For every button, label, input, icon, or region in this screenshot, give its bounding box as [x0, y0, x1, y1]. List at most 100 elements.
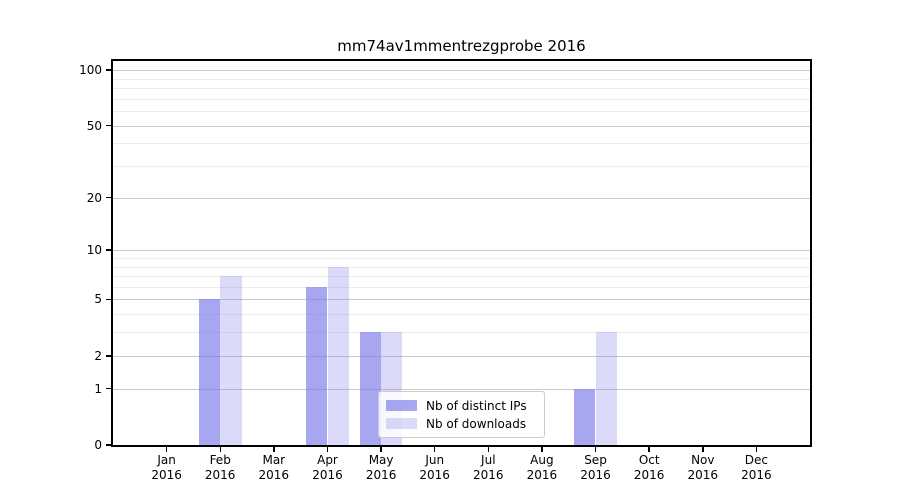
x-tick-label-month: Dec: [744, 453, 768, 467]
minor-gridline: [113, 111, 810, 112]
x-tick-label: Feb 2016: [192, 453, 248, 483]
x-tick-label: Nov 2016: [675, 453, 731, 483]
minor-gridline: [113, 98, 810, 100]
bar-distinct-ips-feb: [198, 299, 221, 445]
minor-gridline: [113, 332, 810, 334]
x-tick-label: Oct 2016: [621, 453, 677, 483]
x-tick-label-month: Sep: [584, 453, 607, 467]
y-tick-label: 10: [86, 243, 102, 258]
x-tick-label: Apr 2016: [300, 453, 356, 483]
x-tick-mark: [755, 447, 758, 452]
major-gridline: [113, 250, 810, 252]
x-tick-label-month: Mar: [262, 453, 286, 467]
legend: Nb of distinct IPs Nb of downloads: [378, 391, 545, 438]
x-tick-label: Aug 2016: [514, 453, 570, 483]
x-tick-label-year: 2016: [365, 468, 397, 482]
x-tick-label-month: Jun: [425, 453, 445, 467]
y-tick-mark: [106, 196, 112, 199]
y-tick-mark: [106, 69, 112, 71]
x-tick-label-year: 2016: [204, 468, 236, 482]
x-tick-label-month: Apr: [317, 453, 338, 467]
legend-label: Nb of downloads: [426, 416, 527, 431]
legend-row: Nb of distinct IPs: [386, 399, 538, 413]
x-tick-mark: [380, 447, 382, 452]
x-tick-label-month: Feb: [209, 453, 231, 467]
minor-gridline: [113, 286, 810, 288]
plot-box: Nb of distinct IPs Nb of downloads: [111, 59, 812, 447]
y-tick-mark: [106, 298, 112, 301]
x-tick-label: May 2016: [353, 453, 409, 483]
y-tick-label: 5: [94, 292, 102, 307]
minor-gridline: [113, 87, 810, 89]
major-gridline: [113, 125, 810, 127]
y-tick-label: 20: [86, 190, 102, 205]
x-tick-mark: [541, 447, 543, 452]
x-tick-label: Jun 2016: [407, 453, 463, 483]
major-gridline: [113, 388, 810, 390]
x-tick-label-year: 2016: [580, 468, 611, 482]
x-tick-mark: [648, 447, 650, 452]
x-tick-mark: [219, 447, 221, 452]
y-tick-label: 50: [86, 118, 102, 133]
minor-gridline: [113, 257, 810, 259]
minor-gridline: [113, 314, 810, 316]
y-tick-label: 0: [94, 438, 102, 452]
x-tick-label: Jul 2016: [460, 453, 516, 483]
x-tick-mark: [165, 447, 168, 452]
legend-label: Nb of distinct IPs: [426, 398, 527, 413]
x-tick-label-month: Jan: [157, 453, 176, 467]
major-gridline: [113, 299, 810, 301]
x-tick-label: Mar 2016: [246, 453, 302, 483]
bar-distinct-ips-sep: [574, 388, 596, 445]
x-tick-mark: [487, 447, 490, 452]
y-tick-mark: [106, 124, 112, 127]
minor-gridline: [113, 143, 810, 145]
x-tick-label-year: 2016: [741, 468, 772, 482]
x-tick-label-month: Oct: [638, 453, 660, 467]
x-tick-mark: [273, 447, 275, 452]
x-tick-label: Jan 2016: [139, 453, 195, 483]
y-tick-mark: [106, 444, 112, 446]
bar-distinct-ips-apr: [306, 286, 328, 445]
x-tick-mark: [702, 447, 704, 452]
minor-gridline: [113, 276, 810, 277]
y-tick-label: 100: [79, 63, 102, 77]
x-tick-mark: [594, 447, 597, 452]
y-tick-mark: [106, 249, 112, 251]
y-tick-mark: [106, 387, 112, 390]
x-tick-label: Sep 2016: [568, 453, 624, 483]
major-gridline: [113, 70, 810, 71]
legend-row: Nb of downloads: [386, 417, 538, 431]
minor-gridline: [113, 166, 810, 167]
x-tick-label-month: Nov: [691, 453, 715, 467]
x-tick-mark: [433, 447, 436, 452]
y-tick-label: 1: [94, 381, 102, 396]
x-tick-mark: [326, 447, 329, 452]
x-tick-label-year: 2016: [419, 468, 450, 482]
legend-swatch: [386, 400, 417, 411]
x-tick-label-year: 2016: [312, 468, 343, 482]
y-tick-label: 2: [94, 348, 102, 363]
x-tick-label-year: 2016: [687, 468, 719, 482]
x-tick-label-month: May: [368, 453, 394, 467]
x-tick-label-year: 2016: [633, 468, 665, 482]
minor-gridline: [113, 266, 810, 268]
x-tick-label-month: Jul: [481, 453, 496, 467]
y-tick-mark: [106, 355, 112, 357]
chart-title: mm74av1mmentrezgprobe 2016: [337, 37, 586, 55]
x-tick-label-month: Aug: [530, 453, 554, 467]
plot-area: Nb of distinct IPs Nb of downloads: [113, 61, 810, 445]
bar-downloads-apr: [327, 266, 349, 445]
bar-distinct-ips-may: [359, 332, 382, 445]
x-tick-label-year: 2016: [526, 468, 558, 482]
x-tick-label-year: 2016: [473, 468, 504, 482]
minor-gridline: [113, 78, 810, 80]
x-tick-label-year: 2016: [151, 468, 182, 482]
major-gridline: [113, 197, 810, 199]
x-tick-label: Dec 2016: [728, 453, 784, 483]
bar-downloads-feb: [220, 276, 242, 445]
x-tick-label-year: 2016: [258, 468, 290, 482]
major-gridline: [113, 355, 810, 357]
legend-swatch: [386, 418, 417, 429]
